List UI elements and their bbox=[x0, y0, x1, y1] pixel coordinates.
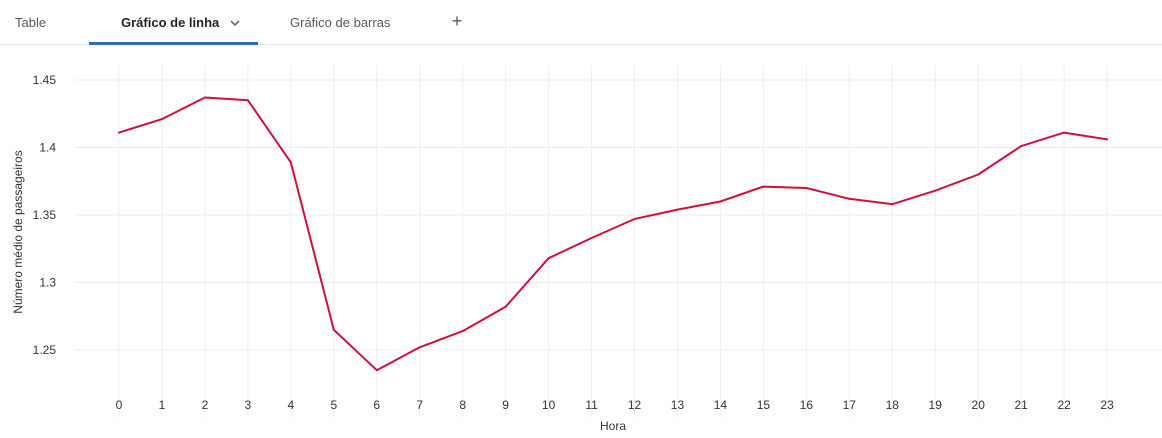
x-tick-label: 8 bbox=[459, 398, 466, 412]
x-tick-label: 12 bbox=[628, 398, 642, 412]
x-tick-label: 2 bbox=[202, 398, 209, 412]
data-point[interactable] bbox=[633, 218, 636, 221]
x-axis-title: Hora bbox=[600, 419, 626, 433]
x-tick-label: 23 bbox=[1100, 398, 1114, 412]
x-tick-label: 13 bbox=[671, 398, 685, 412]
y-tick-label: 1.35 bbox=[33, 208, 57, 222]
x-tick-label: 21 bbox=[1014, 398, 1028, 412]
data-point[interactable] bbox=[418, 346, 421, 349]
y-axis-ticks: 1.25 1.3 1.35 1.4 1.45 bbox=[33, 73, 57, 357]
x-tick-label: 15 bbox=[757, 398, 771, 412]
x-tick-label: 7 bbox=[416, 398, 423, 412]
x-tick-label: 19 bbox=[929, 398, 943, 412]
tab-table-label: Table bbox=[15, 15, 47, 30]
x-tick-label: 1 bbox=[159, 398, 166, 412]
data-point[interactable] bbox=[719, 200, 722, 203]
x-tick-label: 5 bbox=[330, 398, 337, 412]
x-tick-label: 10 bbox=[542, 398, 556, 412]
data-point[interactable] bbox=[289, 161, 292, 164]
active-tab-indicator bbox=[89, 42, 258, 45]
x-tick-label: 16 bbox=[800, 398, 814, 412]
tab-bar-chart[interactable]: Gráfico de barras bbox=[290, 0, 390, 45]
data-point[interactable] bbox=[977, 173, 980, 176]
y-tick-label: 1.4 bbox=[39, 141, 56, 155]
x-tick-label: 3 bbox=[245, 398, 252, 412]
data-point[interactable] bbox=[762, 185, 765, 188]
chart-series bbox=[118, 96, 1109, 372]
data-point[interactable] bbox=[246, 99, 249, 102]
x-tick-label: 22 bbox=[1057, 398, 1071, 412]
tab-line-chart-label: Gráfico de linha bbox=[121, 15, 220, 30]
y-tick-label: 1.25 bbox=[33, 343, 57, 357]
x-tick-label: 11 bbox=[585, 398, 598, 412]
data-point[interactable] bbox=[203, 96, 206, 99]
x-axis-ticks: 0 1 2 3 4 5 6 7 8 9 10 11 12 13 14 15 16 17 18 19 20 21 22 23 bbox=[116, 398, 1114, 412]
plus-icon[interactable]: + bbox=[451, 11, 463, 31]
data-point[interactable] bbox=[590, 236, 593, 239]
line-chart: 1.251.31.351.41.45 0 1 2 3 4 5 6 7 8 9 10 11 12 13 14 1… bbox=[11, 65, 1162, 433]
x-tick-label: 4 bbox=[287, 398, 294, 412]
series-line[interactable] bbox=[118, 96, 1108, 372]
data-point[interactable] bbox=[1106, 138, 1109, 141]
y-axis-title: Número médio de passageiros bbox=[11, 150, 25, 313]
data-point[interactable] bbox=[547, 257, 550, 260]
data-point[interactable] bbox=[332, 328, 335, 331]
tab-line-chart[interactable]: Gráfico de linha bbox=[121, 0, 241, 45]
y-tick-label: 1.45 bbox=[33, 73, 57, 87]
x-tick-label: 17 bbox=[843, 398, 857, 412]
x-tick-label: 6 bbox=[373, 398, 380, 412]
data-point[interactable] bbox=[160, 118, 163, 121]
chevron-down-icon[interactable] bbox=[229, 17, 241, 29]
data-point[interactable] bbox=[1020, 145, 1023, 148]
x-tick-label: 20 bbox=[972, 398, 986, 412]
x-tick-label: 0 bbox=[116, 398, 123, 412]
data-point[interactable] bbox=[848, 197, 851, 200]
data-point[interactable] bbox=[461, 330, 464, 333]
data-point[interactable] bbox=[891, 203, 894, 206]
x-tick-label: 14 bbox=[714, 398, 728, 412]
data-point[interactable] bbox=[118, 131, 120, 134]
x-tick-label: 9 bbox=[502, 398, 509, 412]
data-point[interactable] bbox=[1063, 131, 1066, 134]
chart-grid bbox=[75, 65, 1162, 418]
data-point[interactable] bbox=[676, 208, 679, 211]
data-point[interactable] bbox=[934, 189, 937, 192]
tab-bar-chart-label: Gráfico de barras bbox=[290, 15, 391, 30]
data-point[interactable] bbox=[375, 369, 378, 372]
tab-bar: Table Gráfico de linha Gráfico de barras… bbox=[0, 0, 1162, 45]
x-tick-label: 18 bbox=[886, 398, 900, 412]
data-point[interactable] bbox=[805, 187, 808, 189]
y-tick-label: 1.3 bbox=[39, 276, 56, 290]
data-point[interactable] bbox=[504, 305, 507, 308]
tab-table[interactable]: Table bbox=[15, 0, 46, 45]
